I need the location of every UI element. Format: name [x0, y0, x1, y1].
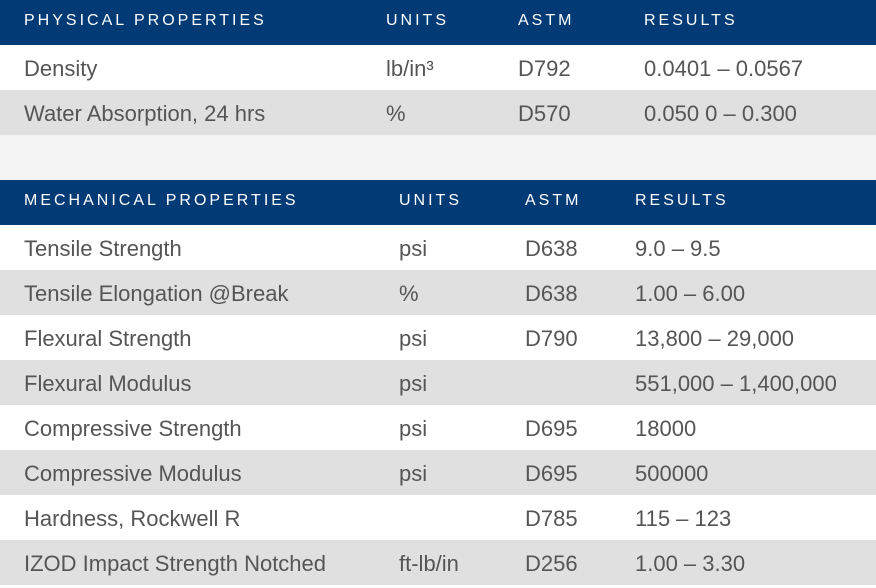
- property-name: Compressive Strength: [24, 416, 242, 441]
- header-astm: ASTM: [525, 192, 582, 209]
- property-astm: D695: [525, 416, 578, 441]
- property-result: 115 – 123: [635, 506, 732, 531]
- property-units: psi: [399, 461, 428, 486]
- property-name: Density: [24, 56, 98, 81]
- property-result: 500000: [635, 461, 709, 486]
- property-result: 551,000 – 1,400,000: [635, 371, 837, 396]
- header-astm: ASTM: [518, 12, 575, 29]
- property-units: %: [386, 101, 406, 126]
- property-units: psi: [399, 236, 428, 261]
- property-units: ft-lb/in: [399, 551, 459, 576]
- physical-properties-table: PHYSICAL PROPERTIES UNITS ASTM RESULTS D…: [0, 0, 876, 135]
- mechanical-properties-table: MECHANICAL PROPERTIES UNITS ASTM RESULTS…: [0, 180, 876, 585]
- table-header: MECHANICAL PROPERTIES UNITS ASTM RESULTS: [0, 180, 876, 225]
- table-row: Flexural Modulus psi 551,000 – 1,400,000: [0, 360, 876, 405]
- table-row: Compressive Strength psi D695 18000: [0, 405, 876, 450]
- property-name: Tensile Elongation @Break: [24, 281, 289, 306]
- property-units: %: [399, 281, 419, 306]
- property-name: Water Absorption, 24 hrs: [24, 101, 266, 126]
- section-divider: [0, 135, 876, 180]
- property-astm: D570: [518, 101, 571, 126]
- table-row: Water Absorption, 24 hrs % D570 0.050 0 …: [0, 90, 876, 135]
- property-result: 1.00 – 3.30: [635, 551, 746, 576]
- property-units: psi: [399, 416, 428, 441]
- property-units: psi: [399, 371, 428, 396]
- property-result: 13,800 – 29,000: [635, 326, 795, 351]
- property-units: lb/in³: [386, 56, 434, 81]
- property-name: Tensile Strength: [24, 236, 182, 261]
- property-name: Hardness, Rockwell R: [24, 506, 241, 531]
- table-row: Density lb/in³ D792 0.0401 – 0.0567: [0, 45, 876, 90]
- table-row: Compressive Modulus psi D695 500000: [0, 450, 876, 495]
- property-name: Compressive Modulus: [24, 461, 242, 486]
- header-results: RESULTS: [635, 192, 729, 209]
- property-astm: D790: [525, 326, 578, 351]
- property-result: 18000: [635, 416, 697, 441]
- table-row: Tensile Strength psi D638 9.0 – 9.5: [0, 225, 876, 270]
- property-astm: D638: [525, 236, 578, 261]
- property-result: 1.00 – 6.00: [635, 281, 746, 306]
- table-row: IZOD Impact Strength Notched ft-lb/in D2…: [0, 540, 876, 585]
- property-result: 0.050 0 – 0.300: [644, 101, 797, 126]
- table-row: Tensile Elongation @Break % D638 1.00 – …: [0, 270, 876, 315]
- property-result: 0.0401 – 0.0567: [644, 56, 804, 81]
- header-results: RESULTS: [644, 12, 738, 29]
- header-property: MECHANICAL PROPERTIES: [24, 192, 299, 209]
- property-units: psi: [399, 326, 428, 351]
- property-astm: D695: [525, 461, 578, 486]
- property-name: IZOD Impact Strength Notched: [24, 551, 327, 576]
- table-header: PHYSICAL PROPERTIES UNITS ASTM RESULTS: [0, 0, 876, 45]
- header-property: PHYSICAL PROPERTIES: [24, 12, 267, 29]
- property-astm: D792: [518, 56, 571, 81]
- header-units: UNITS: [399, 192, 462, 209]
- property-result: 9.0 – 9.5: [635, 236, 721, 261]
- table-row: Hardness, Rockwell R D785 115 – 123: [0, 495, 876, 540]
- property-name: Flexural Modulus: [24, 371, 192, 396]
- property-name: Flexural Strength: [24, 326, 192, 351]
- table-row: Flexural Strength psi D790 13,800 – 29,0…: [0, 315, 876, 360]
- property-astm: D638: [525, 281, 578, 306]
- header-units: UNITS: [386, 12, 449, 29]
- property-astm: D785: [525, 506, 578, 531]
- property-astm: D256: [525, 551, 578, 576]
